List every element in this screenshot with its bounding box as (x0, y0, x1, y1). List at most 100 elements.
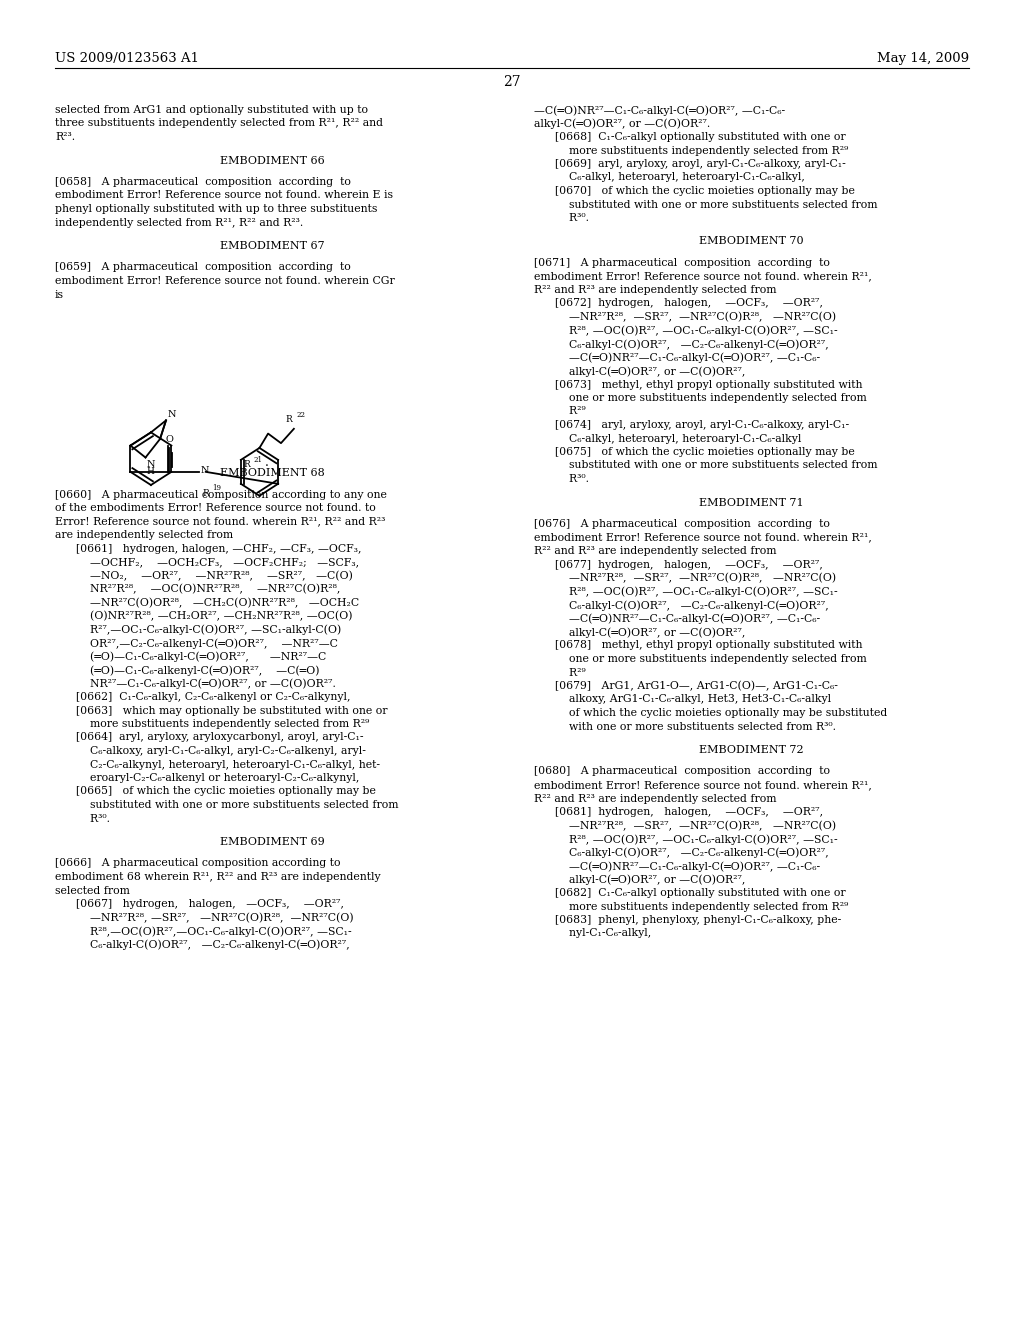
Text: 21: 21 (254, 455, 263, 463)
Text: EMBODIMENT 68: EMBODIMENT 68 (220, 469, 325, 478)
Text: [0669]  aryl, aryloxy, aroyl, aryl-C₁-C₆-alkoxy, aryl-C₁-: [0669] aryl, aryloxy, aroyl, aryl-C₁-C₆-… (534, 158, 846, 169)
Text: —OCHF₂,    —OCH₂CF₃,   —OCF₂CHF₂;   —SCF₃,: —OCHF₂, —OCH₂CF₃, —OCF₂CHF₂; —SCF₃, (55, 557, 359, 568)
Text: H: H (146, 467, 155, 477)
Text: is: is (55, 289, 63, 300)
Text: C₆-alkyl, heteroaryl, heteroaryl-C₁-C₆-alkyl: C₆-alkyl, heteroaryl, heteroaryl-C₁-C₆-a… (534, 433, 802, 444)
Text: phenyl optionally substituted with up to three substituents: phenyl optionally substituted with up to… (55, 205, 378, 214)
Text: [0663]   which may optionally be substituted with one or: [0663] which may optionally be substitut… (55, 705, 387, 715)
Text: alkyl-C(═O)OR²⁷, or —C(O)OR²⁷,: alkyl-C(═O)OR²⁷, or —C(O)OR²⁷, (534, 366, 745, 376)
Text: —C(═O)NR²⁷—C₁-C₆-alkyl-C(═O)OR²⁷, —C₁-C₆-: —C(═O)NR²⁷—C₁-C₆-alkyl-C(═O)OR²⁷, —C₁-C₆… (534, 352, 820, 363)
Text: [0675]   of which the cyclic moieties optionally may be: [0675] of which the cyclic moieties opti… (534, 447, 855, 457)
Text: R: R (243, 461, 250, 469)
Text: EMBODIMENT 67: EMBODIMENT 67 (220, 242, 325, 251)
Text: are independently selected from: are independently selected from (55, 531, 233, 540)
Text: [0680]   A pharmaceutical  composition  according  to: [0680] A pharmaceutical composition acco… (534, 767, 830, 776)
Text: (═O)—C₁-C₆-alkenyl-C(═O)OR²⁷,    —C(═O): (═O)—C₁-C₆-alkenyl-C(═O)OR²⁷, —C(═O) (55, 665, 319, 676)
Text: independently selected from R²¹, R²² and R²³.: independently selected from R²¹, R²² and… (55, 218, 303, 227)
Text: —NR²⁷R²⁸,  —SR²⁷,  —NR²⁷C(O)R²⁸,   —NR²⁷C(O): —NR²⁷R²⁸, —SR²⁷, —NR²⁷C(O)R²⁸, —NR²⁷C(O) (534, 312, 837, 322)
Text: [0670]   of which the cyclic moieties optionally may be: [0670] of which the cyclic moieties opti… (534, 186, 855, 195)
Text: [0661]   hydrogen, halogen, —CHF₂, —CF₃, —OCF₃,: [0661] hydrogen, halogen, —CHF₂, —CF₃, —… (55, 544, 361, 553)
Text: —C(═O)NR²⁷—C₁-C₆-alkyl-C(═O)OR²⁷, —C₁-C₆-: —C(═O)NR²⁷—C₁-C₆-alkyl-C(═O)OR²⁷, —C₁-C₆… (534, 614, 820, 624)
Text: nyl-C₁-C₆-alkyl,: nyl-C₁-C₆-alkyl, (534, 928, 651, 939)
Text: —NR²⁷R²⁸, —SR²⁷,   —NR²⁷C(O)R²⁸,  —NR²⁷C(O): —NR²⁷R²⁸, —SR²⁷, —NR²⁷C(O)R²⁸, —NR²⁷C(O) (55, 912, 353, 923)
Text: US 2009/0123563 A1: US 2009/0123563 A1 (55, 51, 199, 65)
Text: [0666]   A pharmaceutical composition according to: [0666] A pharmaceutical composition acco… (55, 858, 341, 869)
Text: EMBODIMENT 70: EMBODIMENT 70 (699, 236, 804, 247)
Text: (═O)—C₁-C₆-alkyl-C(═O)OR²⁷,      —NR²⁷—C: (═O)—C₁-C₆-alkyl-C(═O)OR²⁷, —NR²⁷—C (55, 652, 327, 663)
Text: (O)NR²⁷R²⁸, —CH₂OR²⁷, —CH₂NR²⁷R²⁸, —OC(O): (O)NR²⁷R²⁸, —CH₂OR²⁷, —CH₂NR²⁷R²⁸, —OC(O… (55, 611, 352, 622)
Text: —NR²⁷C(O)OR²⁸,   —CH₂C(O)NR²⁷R²⁸,   —OCH₂C: —NR²⁷C(O)OR²⁸, —CH₂C(O)NR²⁷R²⁸, —OCH₂C (55, 598, 359, 607)
Text: one or more substituents independently selected from: one or more substituents independently s… (534, 653, 866, 664)
Text: C₆-alkyl-C(O)OR²⁷,   —C₂-C₆-alkenyl-C(═O)OR²⁷,: C₆-alkyl-C(O)OR²⁷, —C₂-C₆-alkenyl-C(═O)O… (534, 601, 828, 611)
Text: alkyl-C(═O)OR²⁷, or —C(O)OR²⁷,: alkyl-C(═O)OR²⁷, or —C(O)OR²⁷, (534, 874, 745, 886)
Text: alkoxy, ArG1-C₁-C₆-alkyl, Het3, Het3-C₁-C₆-alkyl: alkoxy, ArG1-C₁-C₆-alkyl, Het3, Het3-C₁-… (534, 694, 831, 705)
Text: substituted with one or more substituents selected from: substituted with one or more substituent… (534, 199, 878, 210)
Text: EMBODIMENT 72: EMBODIMENT 72 (699, 744, 804, 755)
Text: [0672]  hydrogen,   halogen,    —OCF₃,    —OR²⁷,: [0672] hydrogen, halogen, —OCF₃, —OR²⁷, (534, 298, 823, 309)
Text: —NO₂,    —OR²⁷,    —NR²⁷R²⁸,    —SR²⁷,   —C(O): —NO₂, —OR²⁷, —NR²⁷R²⁸, —SR²⁷, —C(O) (55, 570, 353, 581)
Text: EMBODIMENT 69: EMBODIMENT 69 (220, 837, 325, 847)
Text: [0667]   hydrogen,   halogen,   —OCF₃,    —OR²⁷,: [0667] hydrogen, halogen, —OCF₃, —OR²⁷, (55, 899, 344, 909)
Text: [0660]   A pharmaceutical composition according to any one: [0660] A pharmaceutical composition acco… (55, 490, 387, 499)
Text: [0659]   A pharmaceutical  composition  according  to: [0659] A pharmaceutical composition acco… (55, 263, 351, 272)
Text: R²² and R²³ are independently selected from: R²² and R²³ are independently selected f… (534, 546, 776, 556)
Text: embodiment Error! Reference source not found. wherein R²¹,: embodiment Error! Reference source not f… (534, 272, 871, 281)
Text: embodiment Error! Reference source not found. wherein R²¹,: embodiment Error! Reference source not f… (534, 532, 871, 543)
Text: R: R (203, 488, 210, 498)
Text: OR²⁷,—C₂-C₆-alkenyl-C(═O)OR²⁷,    —NR²⁷—C: OR²⁷,—C₂-C₆-alkenyl-C(═O)OR²⁷, —NR²⁷—C (55, 638, 338, 648)
Text: C₆-alkoxy, aryl-C₁-C₆-alkyl, aryl-C₂-C₆-alkenyl, aryl-: C₆-alkoxy, aryl-C₁-C₆-alkyl, aryl-C₂-C₆-… (55, 746, 366, 756)
Text: 22: 22 (296, 412, 305, 420)
Text: C₆-alkyl-C(O)OR²⁷,   —C₂-C₆-alkenyl-C(═O)OR²⁷,: C₆-alkyl-C(O)OR²⁷, —C₂-C₆-alkenyl-C(═O)O… (55, 940, 350, 950)
Text: [0664]  aryl, aryloxy, aryloxycarbonyl, aroyl, aryl-C₁-: [0664] aryl, aryloxy, aryloxycarbonyl, a… (55, 733, 364, 742)
Text: eroaryl-C₂-C₆-alkenyl or heteroaryl-C₂-C₆-alkynyl,: eroaryl-C₂-C₆-alkenyl or heteroaryl-C₂-C… (55, 774, 359, 783)
Text: [0674]   aryl, aryloxy, aroyl, aryl-C₁-C₆-alkoxy, aryl-C₁-: [0674] aryl, aryloxy, aroyl, aryl-C₁-C₆-… (534, 420, 849, 430)
Text: R²² and R²³ are independently selected from: R²² and R²³ are independently selected f… (534, 285, 776, 294)
Text: [0681]  hydrogen,   halogen,    —OCF₃,    —OR²⁷,: [0681] hydrogen, halogen, —OCF₃, —OR²⁷, (534, 807, 823, 817)
Text: —C(═O)NR²⁷—C₁-C₆-alkyl-C(═O)OR²⁷, —C₁-C₆-: —C(═O)NR²⁷—C₁-C₆-alkyl-C(═O)OR²⁷, —C₁-C₆… (534, 861, 820, 871)
Text: EMBODIMENT 66: EMBODIMENT 66 (220, 156, 325, 165)
Text: more substituents independently selected from R²⁹: more substituents independently selected… (534, 145, 848, 156)
Text: [0683]  phenyl, phenyloxy, phenyl-C₁-C₆-alkoxy, phe-: [0683] phenyl, phenyloxy, phenyl-C₁-C₆-a… (534, 915, 842, 925)
Text: N: N (201, 466, 209, 475)
Text: EMBODIMENT 71: EMBODIMENT 71 (699, 498, 804, 507)
Text: May 14, 2009: May 14, 2009 (877, 51, 969, 65)
Text: —C(═O)NR²⁷—C₁-C₆-alkyl-C(═O)OR²⁷, —C₁-C₆-: —C(═O)NR²⁷—C₁-C₆-alkyl-C(═O)OR²⁷, —C₁-C₆… (534, 106, 785, 116)
Text: 27: 27 (503, 75, 521, 88)
Text: one or more substituents independently selected from: one or more substituents independently s… (534, 393, 866, 403)
Text: R³⁰.: R³⁰. (534, 474, 589, 484)
Text: substituted with one or more substituents selected from: substituted with one or more substituent… (534, 461, 878, 470)
Text: of the embodiments Error! Reference source not found. to: of the embodiments Error! Reference sour… (55, 503, 376, 513)
Text: embodiment 68 wherein R²¹, R²² and R²³ are independently: embodiment 68 wherein R²¹, R²² and R²³ a… (55, 873, 381, 882)
Text: [0668]  C₁-C₆-alkyl optionally substituted with one or: [0668] C₁-C₆-alkyl optionally substitute… (534, 132, 846, 143)
Text: N: N (167, 411, 176, 418)
Text: [0679]   ArG1, ArG1-O—, ArG1-C(O)—, ArG1-C₁-C₆-: [0679] ArG1, ArG1-O—, ArG1-C(O)—, ArG1-C… (534, 681, 838, 692)
Text: R²⁹: R²⁹ (534, 668, 586, 677)
Text: R²⁹: R²⁹ (534, 407, 586, 417)
Text: of which the cyclic moieties optionally may be substituted: of which the cyclic moieties optionally … (534, 708, 887, 718)
Text: selected from ArG1 and optionally substituted with up to: selected from ArG1 and optionally substi… (55, 106, 368, 115)
Text: selected from: selected from (55, 886, 130, 895)
Text: R: R (286, 414, 292, 424)
Text: [0662]  C₁-C₆-alkyl, C₂-C₆-alkenyl or C₂-C₆-alkynyl,: [0662] C₁-C₆-alkyl, C₂-C₆-alkenyl or C₂-… (55, 692, 350, 702)
Text: R²⁷,—OC₁-C₆-alkyl-C(O)OR²⁷, —SC₁-alkyl-C(O): R²⁷,—OC₁-C₆-alkyl-C(O)OR²⁷, —SC₁-alkyl-C… (55, 624, 341, 635)
Text: C₂-C₆-alkynyl, heteroaryl, heteroaryl-C₁-C₆-alkyl, het-: C₂-C₆-alkynyl, heteroaryl, heteroaryl-C₁… (55, 759, 380, 770)
Text: NR²⁷R²⁸,    —OC(O)NR²⁷R²⁸,    —NR²⁷C(O)R²⁸,: NR²⁷R²⁸, —OC(O)NR²⁷R²⁸, —NR²⁷C(O)R²⁸, (55, 583, 340, 594)
Text: R³⁰.: R³⁰. (55, 813, 110, 824)
Text: NR²⁷—C₁-C₆-alkyl-C(═O)OR²⁷, or —C(O)OR²⁷.: NR²⁷—C₁-C₆-alkyl-C(═O)OR²⁷, or —C(O)OR²⁷… (55, 678, 336, 689)
Text: [0658]   A pharmaceutical  composition  according  to: [0658] A pharmaceutical composition acco… (55, 177, 351, 187)
Text: N: N (146, 459, 156, 469)
Text: 19: 19 (212, 484, 221, 492)
Text: [0676]   A pharmaceutical  composition  according  to: [0676] A pharmaceutical composition acco… (534, 519, 829, 529)
Text: R³⁰.: R³⁰. (534, 213, 589, 223)
Text: [0682]  C₁-C₆-alkyl optionally substituted with one or: [0682] C₁-C₆-alkyl optionally substitute… (534, 888, 846, 898)
Text: [0678]   methyl, ethyl propyl optionally substituted with: [0678] methyl, ethyl propyl optionally s… (534, 640, 862, 651)
Text: with one or more substituents selected from R³⁰.: with one or more substituents selected f… (534, 722, 836, 731)
Text: [0677]  hydrogen,   halogen,    —OCF₃,    —OR²⁷,: [0677] hydrogen, halogen, —OCF₃, —OR²⁷, (534, 560, 823, 569)
Text: [0671]   A pharmaceutical  composition  according  to: [0671] A pharmaceutical composition acco… (534, 257, 829, 268)
Text: substituted with one or more substituents selected from: substituted with one or more substituent… (55, 800, 398, 810)
Text: Error! Reference source not found. wherein R²¹, R²² and R²³: Error! Reference source not found. where… (55, 516, 385, 527)
Text: O: O (165, 436, 173, 444)
Text: embodiment Error! Reference source not found. wherein R²¹,: embodiment Error! Reference source not f… (534, 780, 871, 789)
Text: R²² and R²³ are independently selected from: R²² and R²³ are independently selected f… (534, 793, 776, 804)
Text: R²³.: R²³. (55, 132, 75, 143)
